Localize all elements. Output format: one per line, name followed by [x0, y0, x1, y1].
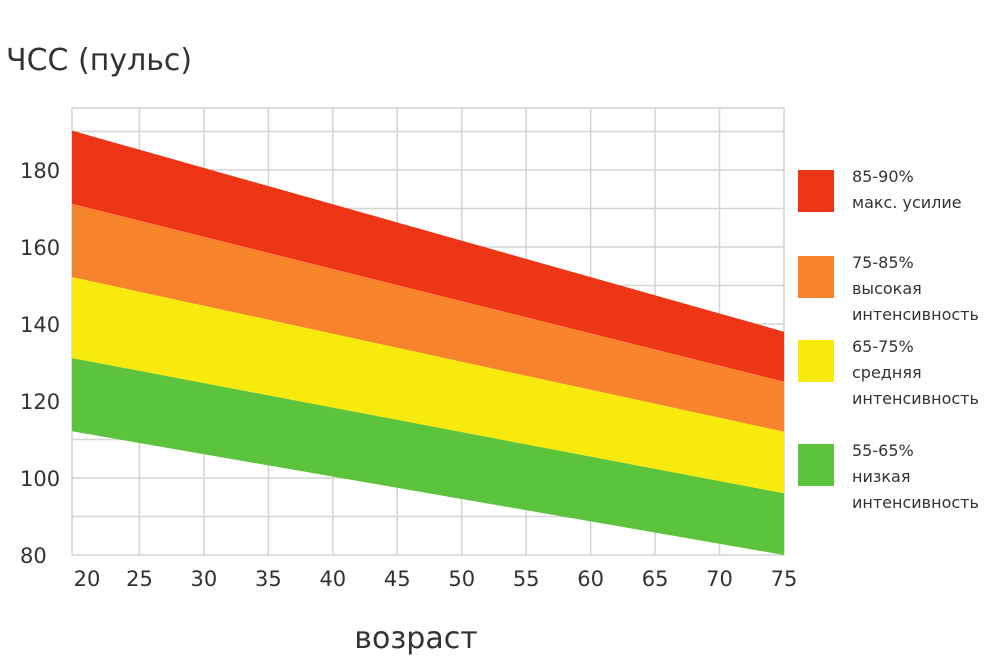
legend-label: средняя — [852, 363, 922, 382]
y-tick-label: 140 — [20, 313, 60, 337]
x-axis-label: возраст — [354, 621, 477, 656]
legend-label: 75-85% — [852, 253, 914, 272]
legend-swatch — [798, 340, 834, 382]
chart-title: ЧСС (пульс) — [6, 43, 192, 78]
legend: 85-90% макс. усилие 75-85% высокая интенсивн… — [798, 167, 979, 512]
x-tick-label: 30 — [191, 567, 218, 591]
y-tick-label: 120 — [20, 390, 60, 414]
x-tick-label: 45 — [384, 567, 411, 591]
legend-item-4: 55-65% низкая интенсивность — [798, 441, 979, 512]
x-tick-label: 50 — [448, 567, 475, 591]
legend-item-3: 65-75% средняя интенсивность — [798, 337, 979, 408]
y-axis-ticks: 80 100 120 140 160 180 — [20, 159, 60, 568]
legend-label: 65-75% — [852, 337, 914, 356]
legend-swatch — [798, 256, 834, 298]
legend-item-1: 85-90% макс. усилие — [798, 167, 962, 212]
x-tick-label: 20 — [74, 567, 101, 591]
legend-label: низкая — [852, 467, 910, 486]
legend-label: интенсивность — [852, 389, 979, 408]
legend-label: 85-90% — [852, 167, 914, 186]
zone-band-4 — [72, 358, 784, 555]
x-tick-label: 75 — [771, 567, 798, 591]
legend-swatch — [798, 170, 834, 212]
x-axis-ticks: 20 25 30 35 40 45 50 55 60 65 70 75 — [74, 567, 798, 591]
zone-band-3 — [72, 277, 784, 494]
x-tick-label: 65 — [642, 567, 669, 591]
x-tick-label: 55 — [513, 567, 540, 591]
y-tick-label: 180 — [20, 159, 60, 183]
x-tick-label: 60 — [577, 567, 604, 591]
x-tick-label: 35 — [255, 567, 282, 591]
legend-label: интенсивность — [852, 493, 979, 512]
legend-swatch — [798, 444, 834, 486]
legend-item-2: 75-85% высокая интенсивность — [798, 253, 979, 324]
legend-label: 55-65% — [852, 441, 914, 460]
legend-label: макс. усилие — [852, 193, 962, 212]
y-tick-label: 100 — [20, 467, 60, 491]
zone-bands — [72, 130, 784, 555]
zone-band-2 — [72, 203, 784, 432]
y-tick-label: 80 — [20, 544, 47, 568]
x-tick-label: 25 — [126, 567, 153, 591]
legend-label: высокая — [852, 279, 922, 298]
zone-band-1 — [72, 130, 784, 382]
x-tick-label: 70 — [706, 567, 733, 591]
legend-label: интенсивность — [852, 305, 979, 324]
x-tick-label: 40 — [319, 567, 346, 591]
y-tick-label: 160 — [20, 236, 60, 260]
